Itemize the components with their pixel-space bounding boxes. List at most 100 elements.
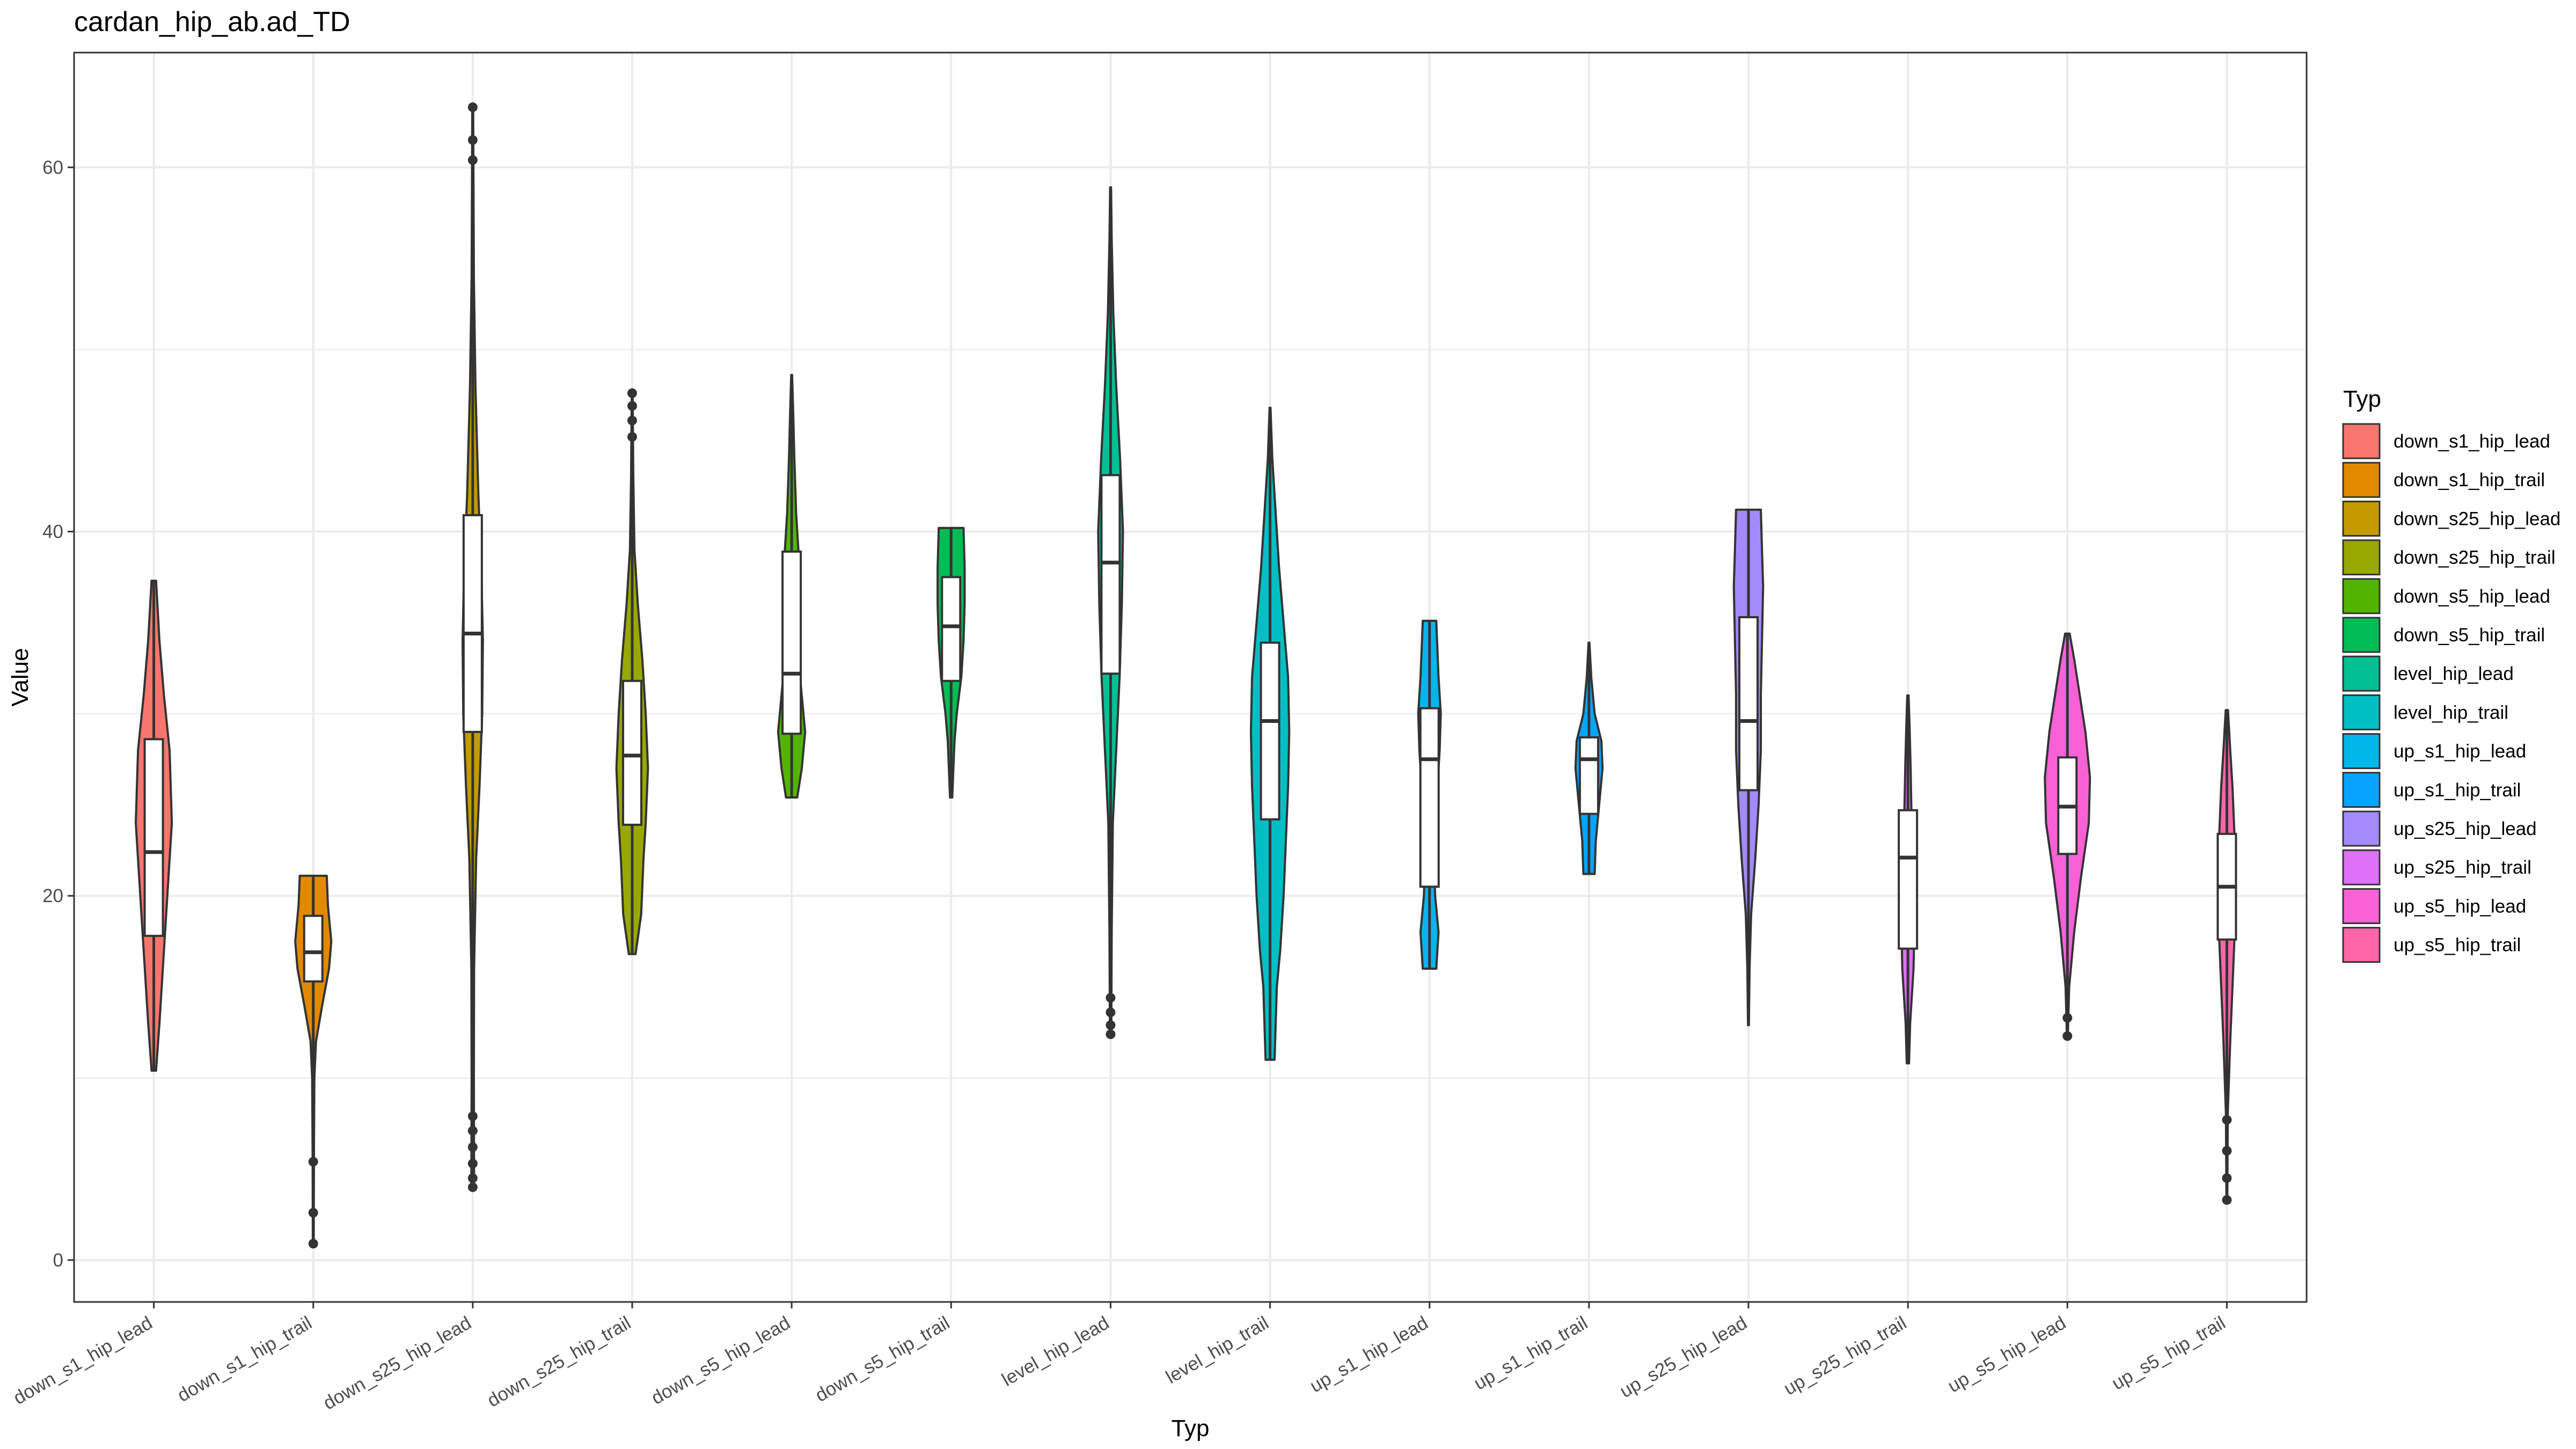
violin-down_s5_hip_lead: [777, 374, 807, 799]
legend-item-level_hip_lead: level_hip_lead: [2342, 655, 2514, 692]
violin-up_s1_hip_lead: [1417, 619, 1442, 970]
legend-swatch: [2342, 500, 2381, 537]
x-tick-label: level_hip_lead: [998, 1312, 1113, 1391]
outlier-point: [467, 1142, 478, 1152]
violin-up_s5_hip_lead: [2044, 632, 2091, 1041]
outlier-point: [308, 1157, 318, 1167]
outlier-point: [467, 1126, 478, 1136]
legend: Typ down_s1_hip_lead down_s1_hip_traildow…: [2342, 386, 2560, 963]
x-axis-label: Typ: [1172, 1415, 1210, 1441]
outlier-point: [467, 102, 478, 112]
outlier-point: [1106, 1007, 1116, 1018]
iqr-box: [622, 679, 642, 826]
y-axis-label: Value: [7, 648, 33, 706]
iqr-box: [303, 914, 324, 983]
outlier-point: [2222, 1195, 2232, 1205]
outlier-point: [2222, 1146, 2232, 1156]
outlier-point: [467, 1182, 478, 1192]
iqr-box: [462, 514, 483, 733]
legend-label: level_hip_trail: [2394, 702, 2508, 723]
outlier-point: [627, 401, 637, 411]
y-tick-label: 60: [42, 157, 63, 178]
legend-item-down_s5_hip_trail: down_s5_hip_trail: [2342, 617, 2545, 653]
legend-swatch: [2342, 655, 2381, 692]
outlier-point: [467, 1159, 478, 1169]
x-tick-label: level_hip_trail: [1162, 1312, 1272, 1388]
y-tick-label: 20: [42, 885, 63, 906]
legend-label: down_s1_hip_trail: [2394, 470, 2545, 491]
outlier-point: [1106, 1029, 1116, 1040]
violin-up_s25_hip_lead: [1732, 508, 1765, 1027]
iqr-box: [1898, 809, 1919, 950]
outlier-point: [1106, 1020, 1116, 1030]
outlier-point: [1106, 993, 1116, 1003]
legend-item-down_s1_hip_lead: down_s1_hip_lead: [2342, 423, 2550, 459]
legend-label: down_s25_hip_lead: [2394, 508, 2560, 529]
legend-item-down_s1_hip_trail: down_s1_hip_trail: [2342, 462, 2545, 498]
x-tick-label: up_s5_hip_trail: [2108, 1312, 2229, 1394]
legend-item-up_s25_hip_trail: up_s25_hip_trail: [2342, 849, 2531, 885]
legend-swatch: [2342, 423, 2381, 459]
outlier-point: [308, 1239, 318, 1249]
violin-level_hip_lead: [1097, 186, 1124, 1040]
legend-label: level_hip_lead: [2394, 663, 2514, 684]
outlier-point: [2062, 1031, 2073, 1041]
legend-items: down_s1_hip_lead down_s1_hip_trail down_s2…: [2342, 423, 2560, 963]
legend-swatch: [2342, 888, 2381, 924]
x-tick-label: up_s25_hip_trail: [1780, 1312, 1910, 1399]
y-tick-label: 0: [53, 1250, 63, 1271]
x-tick-label: up_s1_hip_trail: [1470, 1312, 1591, 1394]
y-tick-label: 40: [42, 522, 63, 543]
x-tick-label: up_s1_hip_lead: [1306, 1312, 1432, 1396]
legend-label: down_s25_hip_trail: [2394, 547, 2556, 568]
x-tick-label: down_s25_hip_lead: [320, 1312, 475, 1414]
legend-swatch: [2342, 733, 2381, 770]
violin-level_hip_trail: [1249, 406, 1291, 1061]
x-tick-label: down_s5_hip_lead: [648, 1312, 794, 1409]
legend-label: up_s5_hip_lead: [2394, 896, 2526, 917]
outlier-point: [467, 1111, 478, 1121]
legend-label: up_s25_hip_lead: [2394, 818, 2537, 839]
violin-down_s25_hip_trail: [615, 388, 649, 955]
violins: [135, 102, 2237, 1249]
plot-border: [73, 52, 2308, 1303]
legend-item-down_s5_hip_lead: down_s5_hip_lead: [2342, 578, 2550, 614]
outlier-point: [467, 135, 478, 145]
legend-swatch: [2342, 462, 2381, 498]
x-tick-label: up_s5_hip_lead: [1944, 1312, 2070, 1396]
legend-swatch: [2342, 694, 2381, 730]
violin-up_s5_hip_trail: [2216, 709, 2237, 1205]
outlier-point: [627, 432, 637, 442]
iqr-box: [781, 550, 802, 735]
outlier-point: [627, 388, 637, 398]
x-tick-label: down_s1_hip_lead: [10, 1312, 156, 1409]
outlier-point: [467, 1173, 478, 1183]
legend-item-up_s1_hip_lead: up_s1_hip_lead: [2342, 733, 2526, 770]
x-tick-label: up_s25_hip_lead: [1616, 1312, 1751, 1402]
outlier-point: [308, 1208, 318, 1218]
legend-swatch: [2342, 849, 2381, 885]
violin-down_s25_hip_lead: [462, 102, 484, 1192]
legend-item-up_s5_hip_trail: up_s5_hip_trail: [2342, 927, 2521, 963]
x-tick-label: down_s1_hip_trail: [174, 1312, 316, 1406]
outlier-point: [2222, 1115, 2232, 1125]
violin-up_s25_hip_trail: [1898, 694, 1919, 1065]
legend-item-up_s25_hip_lead: up_s25_hip_lead: [2342, 810, 2537, 847]
legend-swatch: [2342, 772, 2381, 808]
legend-swatch: [2342, 810, 2381, 847]
legend-label: down_s5_hip_lead: [2394, 586, 2550, 607]
legend-item-down_s25_hip_lead: down_s25_hip_lead: [2342, 500, 2560, 537]
violin-down_s1_hip_lead: [135, 580, 173, 1072]
legend-item-up_s1_hip_trail: up_s1_hip_trail: [2342, 772, 2521, 808]
legend-swatch: [2342, 539, 2381, 576]
legend-label: up_s1_hip_lead: [2394, 741, 2526, 762]
violin-up_s1_hip_trail: [1574, 641, 1604, 875]
legend-item-level_hip_trail: level_hip_trail: [2342, 694, 2508, 730]
outlier-point: [627, 415, 637, 426]
legend-label: up_s25_hip_trail: [2394, 857, 2531, 878]
legend-title: Typ: [2343, 386, 2381, 412]
outlier-point: [2222, 1173, 2232, 1183]
iqr-box: [1419, 707, 1440, 888]
legend-label: up_s5_hip_trail: [2394, 935, 2521, 956]
